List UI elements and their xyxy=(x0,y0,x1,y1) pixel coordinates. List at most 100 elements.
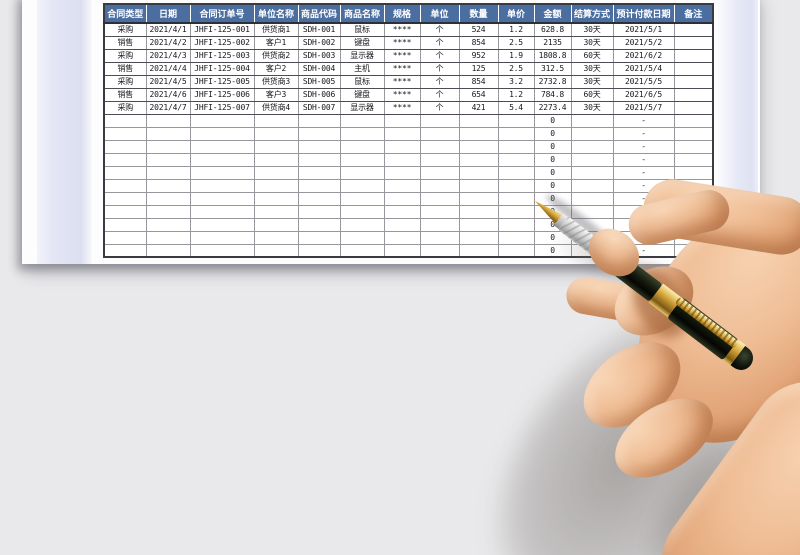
table-cell[interactable]: **** xyxy=(383,74,421,89)
table-cell[interactable] xyxy=(673,152,714,167)
table-cell[interactable]: 采购 xyxy=(103,100,147,115)
table-cell[interactable]: SDH-007 xyxy=(297,100,341,115)
table-cell[interactable]: 524 xyxy=(458,22,499,37)
table-cell[interactable] xyxy=(145,113,191,128)
table-cell[interactable] xyxy=(145,165,191,180)
table-cell[interactable]: 采购 xyxy=(103,48,147,63)
table-cell[interactable] xyxy=(339,126,385,141)
table-cell[interactable] xyxy=(419,230,460,245)
table-cell[interactable] xyxy=(297,178,341,193)
table-cell[interactable] xyxy=(189,191,255,206)
table-cell[interactable] xyxy=(673,74,714,89)
table-cell[interactable]: 个 xyxy=(419,22,460,37)
table-cell[interactable]: 2021/4/3 xyxy=(145,48,191,63)
table-cell[interactable]: 125 xyxy=(458,61,499,76)
table-cell[interactable] xyxy=(339,178,385,193)
table-cell[interactable] xyxy=(297,165,341,180)
table-cell[interactable]: SDH-003 xyxy=(297,48,341,63)
table-cell[interactable] xyxy=(419,126,460,141)
table-cell[interactable] xyxy=(189,152,255,167)
table-cell[interactable]: 30天 xyxy=(570,35,614,50)
table-cell[interactable]: 个 xyxy=(419,35,460,50)
table-cell[interactable] xyxy=(497,113,535,128)
table-cell[interactable] xyxy=(339,204,385,219)
column-header[interactable]: 单位名称 xyxy=(253,3,299,24)
table-cell[interactable] xyxy=(570,139,614,154)
table-cell[interactable] xyxy=(497,152,535,167)
table-cell[interactable] xyxy=(145,139,191,154)
table-cell[interactable]: 键盘 xyxy=(339,35,385,50)
table-cell[interactable]: 2021/5/1 xyxy=(612,22,675,37)
table-cell[interactable]: **** xyxy=(383,100,421,115)
table-cell[interactable]: JHFI-125-002 xyxy=(189,35,255,50)
table-cell[interactable] xyxy=(570,165,614,180)
column-header[interactable]: 规格 xyxy=(383,3,421,24)
table-cell[interactable] xyxy=(458,191,499,206)
table-cell[interactable] xyxy=(497,230,535,245)
column-header[interactable]: 结算方式 xyxy=(570,3,614,24)
table-cell[interactable]: 个 xyxy=(419,74,460,89)
table-cell[interactable] xyxy=(383,126,421,141)
table-cell[interactable]: 30天 xyxy=(570,74,614,89)
table-cell[interactable]: JHFI-125-007 xyxy=(189,100,255,115)
table-cell[interactable] xyxy=(189,113,255,128)
table-cell[interactable]: SDH-006 xyxy=(297,87,341,102)
table-cell[interactable] xyxy=(103,217,147,232)
table-cell[interactable] xyxy=(570,204,614,219)
table-cell[interactable] xyxy=(339,152,385,167)
table-cell[interactable]: 1.9 xyxy=(497,48,535,63)
table-cell[interactable]: 客户3 xyxy=(253,87,299,102)
table-cell[interactable]: 854 xyxy=(458,74,499,89)
table-cell[interactable] xyxy=(419,165,460,180)
table-cell[interactable]: SDH-001 xyxy=(297,22,341,37)
table-cell[interactable]: 主机 xyxy=(339,61,385,76)
table-cell[interactable] xyxy=(497,191,535,206)
table-cell[interactable] xyxy=(497,165,535,180)
table-cell[interactable] xyxy=(497,139,535,154)
table-cell[interactable]: 鼠标 xyxy=(339,74,385,89)
table-cell[interactable]: JHFI-125-006 xyxy=(189,87,255,102)
table-cell[interactable]: 1808.8 xyxy=(533,48,572,63)
table-cell[interactable] xyxy=(297,204,341,219)
table-cell[interactable]: SDH-004 xyxy=(297,61,341,76)
table-cell[interactable] xyxy=(458,243,499,258)
table-cell[interactable] xyxy=(570,113,614,128)
table-cell[interactable]: 供货商4 xyxy=(253,100,299,115)
table-cell[interactable] xyxy=(339,191,385,206)
table-cell[interactable]: 30天 xyxy=(570,61,614,76)
column-header[interactable]: 单位 xyxy=(419,3,460,24)
table-cell[interactable] xyxy=(145,178,191,193)
table-cell[interactable] xyxy=(419,217,460,232)
table-cell[interactable]: 60天 xyxy=(570,48,614,63)
table-cell[interactable]: **** xyxy=(383,48,421,63)
table-cell[interactable] xyxy=(103,204,147,219)
table-cell[interactable]: 0 xyxy=(533,139,572,154)
table-cell[interactable] xyxy=(103,165,147,180)
table-cell[interactable] xyxy=(419,152,460,167)
table-cell[interactable]: 个 xyxy=(419,87,460,102)
table-cell[interactable]: 供货商2 xyxy=(253,48,299,63)
table-cell[interactable]: - xyxy=(612,139,675,154)
table-cell[interactable]: 30天 xyxy=(570,22,614,37)
table-cell[interactable] xyxy=(103,113,147,128)
table-cell[interactable]: 1.2 xyxy=(497,87,535,102)
table-cell[interactable]: 采购 xyxy=(103,22,147,37)
table-cell[interactable] xyxy=(383,230,421,245)
table-cell[interactable]: 2021/5/2 xyxy=(612,35,675,50)
table-cell[interactable] xyxy=(103,178,147,193)
table-cell[interactable] xyxy=(103,139,147,154)
table-cell[interactable]: JHFI-125-004 xyxy=(189,61,255,76)
table-cell[interactable] xyxy=(339,165,385,180)
table-cell[interactable]: 键盘 xyxy=(339,87,385,102)
table-cell[interactable] xyxy=(458,217,499,232)
table-cell[interactable] xyxy=(253,191,299,206)
table-cell[interactable]: 2021/4/1 xyxy=(145,22,191,37)
table-cell[interactable] xyxy=(339,217,385,232)
table-cell[interactable] xyxy=(419,191,460,206)
table-cell[interactable] xyxy=(673,165,714,180)
table-cell[interactable]: 312.5 xyxy=(533,61,572,76)
table-cell[interactable]: 0 xyxy=(533,165,572,180)
table-cell[interactable] xyxy=(673,48,714,63)
table-cell[interactable] xyxy=(570,191,614,206)
table-cell[interactable]: 628.8 xyxy=(533,22,572,37)
